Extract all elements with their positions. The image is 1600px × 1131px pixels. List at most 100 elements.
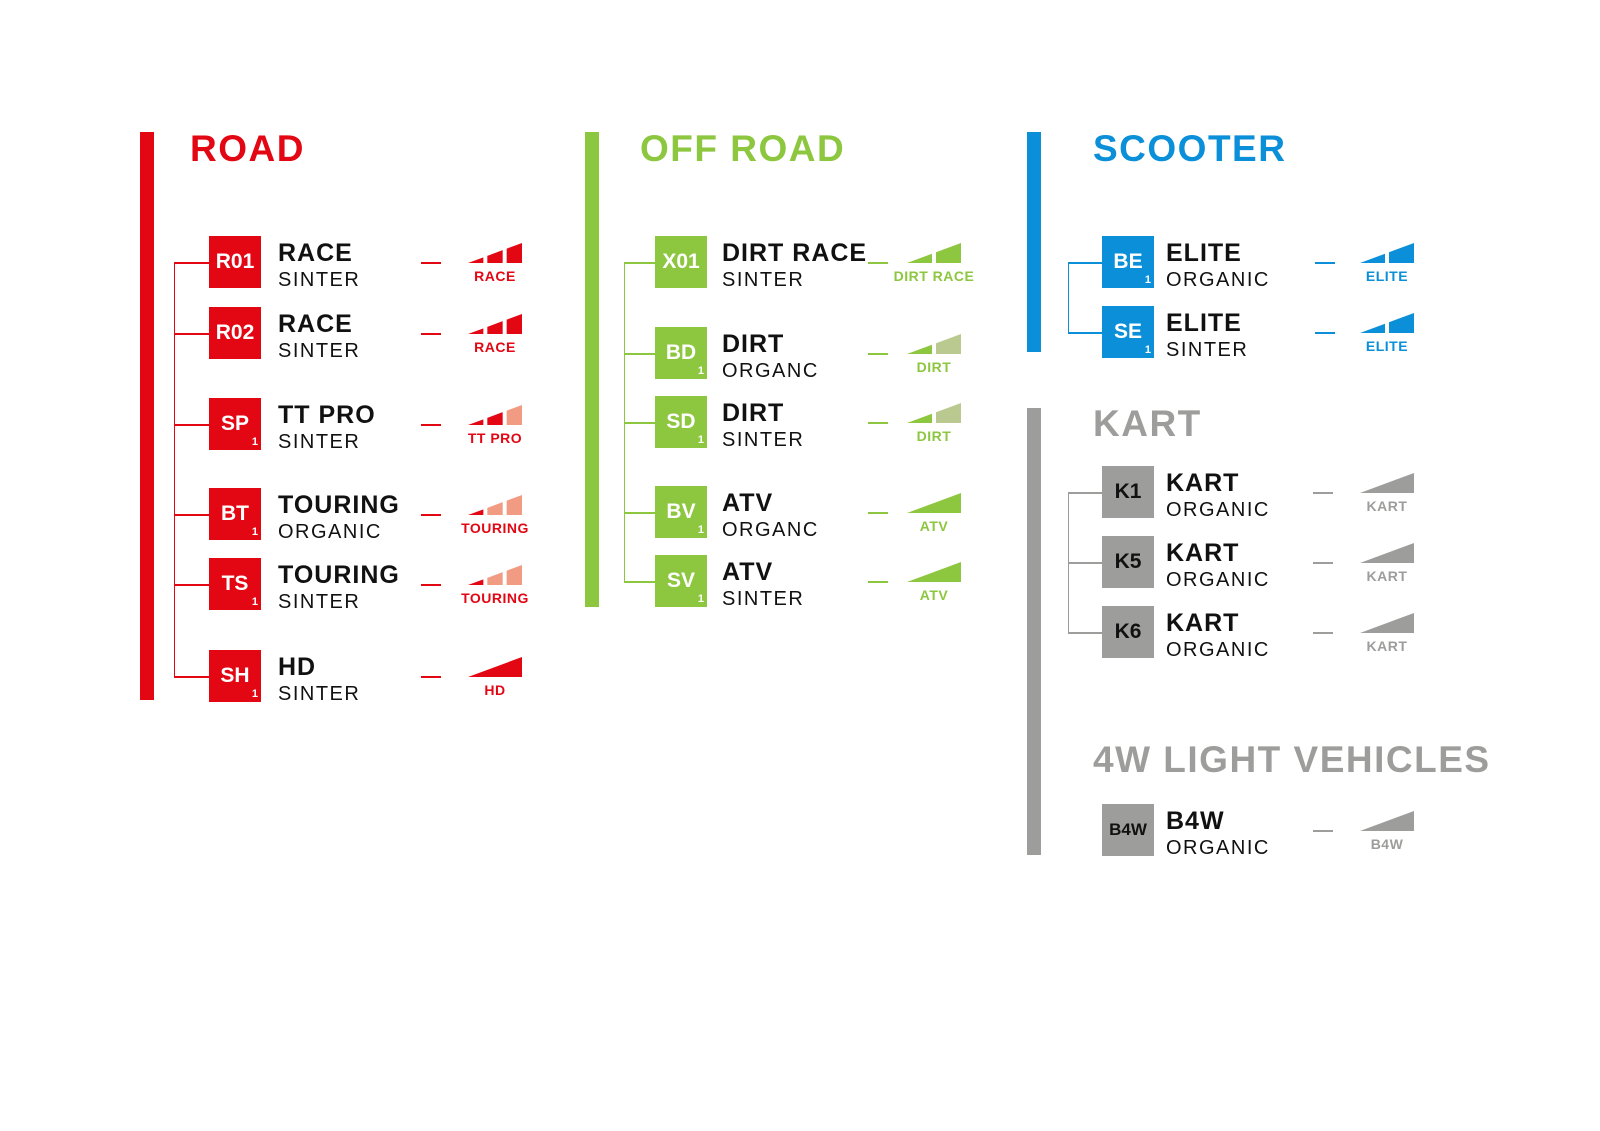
gauge-label: ATV xyxy=(919,587,949,603)
gauge-segment-full xyxy=(907,344,932,354)
performance-gauge-icon xyxy=(907,243,961,263)
product-code: SH xyxy=(220,664,250,687)
gauge-segment-full xyxy=(468,579,484,585)
gauge-label: DIRT xyxy=(916,428,952,444)
connector-dash xyxy=(1313,492,1333,494)
tree-branch xyxy=(1068,562,1102,564)
tree-branch xyxy=(624,512,655,514)
product-code: SP xyxy=(220,412,249,435)
product-code: X01 xyxy=(662,250,700,273)
connector-dash xyxy=(1313,632,1333,634)
product-code: BD xyxy=(665,341,697,364)
product-name: DIRT xyxy=(722,330,785,358)
section-title: SCOOTER xyxy=(1093,128,1287,169)
product-name: KART xyxy=(1166,539,1240,567)
performance-gauge-icon xyxy=(468,314,522,334)
product-name: TOURING xyxy=(278,561,400,589)
product-name: ATV xyxy=(722,558,774,586)
product-code-badge: R02 xyxy=(209,307,261,359)
product-material: SINTER xyxy=(278,431,361,453)
product-name: TOURING xyxy=(278,491,400,519)
gauge-segment-full xyxy=(907,413,932,423)
product-name: ATV xyxy=(722,489,774,517)
section-color-bar xyxy=(585,132,599,607)
gauge-label: DIRT xyxy=(916,359,952,375)
connector-dash xyxy=(421,676,441,678)
gauge-label: RACE xyxy=(474,268,516,284)
gauge-label: DIRT RACE xyxy=(893,268,975,284)
performance-gauge-icon xyxy=(468,565,522,585)
tree-branch xyxy=(1068,332,1102,334)
section-title: KART xyxy=(1093,403,1202,444)
gauge-label: TT PRO xyxy=(467,430,523,446)
gauge-label: KART xyxy=(1366,498,1408,514)
product-material: ORGANIC xyxy=(1166,639,1270,661)
section-color-bar xyxy=(1027,132,1041,352)
product-code-badge: B4W xyxy=(1102,804,1154,856)
performance-gauge-icon xyxy=(907,562,961,582)
product-code-badge: K5 xyxy=(1102,536,1154,588)
performance-gauge-icon xyxy=(1360,543,1414,563)
gauge-label: TOURING xyxy=(461,590,529,606)
tree-branch xyxy=(1068,492,1102,494)
gauge-segment-full xyxy=(468,419,484,425)
gauge-label: ELITE xyxy=(1365,338,1409,354)
product-code: R01 xyxy=(215,250,255,273)
connector-dash xyxy=(421,514,441,516)
product-code-badge: SH 1 xyxy=(209,650,261,702)
product-code-badge: SD 1 xyxy=(655,396,707,448)
gauge-segment-full xyxy=(907,562,961,582)
product-name: RACE xyxy=(278,310,353,338)
product-material: SINTER xyxy=(1166,339,1249,361)
gauge-segment-full xyxy=(468,328,484,334)
gauge-label: ATV xyxy=(919,518,949,534)
gauge-label: B4W xyxy=(1370,836,1404,852)
product-code: K6 xyxy=(1114,620,1142,643)
product-code: B4W xyxy=(1109,820,1147,839)
connector-dash xyxy=(868,581,888,583)
connector-dash xyxy=(1315,262,1335,264)
connector-dash xyxy=(868,262,888,264)
product-code-badge: R01 xyxy=(209,236,261,288)
product-code: SE xyxy=(1113,320,1142,343)
product-material: SINTER xyxy=(278,340,361,362)
gauge-segment-full xyxy=(506,243,522,263)
product-name: DIRT RACE xyxy=(722,239,868,267)
tree-branch xyxy=(174,262,209,264)
product-name: ELITE xyxy=(1166,239,1242,267)
product-material: ORGANIC xyxy=(1166,499,1270,521)
gauge-segment-light xyxy=(936,403,961,423)
performance-gauge-icon xyxy=(1360,811,1414,831)
product-code-index: 1 xyxy=(1144,344,1151,356)
gauge-segment-light xyxy=(506,565,522,585)
performance-gauge-icon xyxy=(468,495,522,515)
product-code: R02 xyxy=(215,321,255,344)
connector-dash xyxy=(868,353,888,355)
product-name: KART xyxy=(1166,609,1240,637)
gauge-label: ELITE xyxy=(1365,268,1409,284)
gauge-segment-full xyxy=(1389,313,1414,333)
connector-dash xyxy=(421,262,441,264)
section-title: ROAD xyxy=(190,128,305,169)
product-code: BE xyxy=(1113,250,1143,273)
tree-branch xyxy=(1068,632,1102,634)
performance-gauge-icon xyxy=(907,403,961,423)
product-name: HD xyxy=(278,653,317,681)
product-code-index: 1 xyxy=(1144,274,1151,286)
product-material: SINTER xyxy=(278,591,361,613)
product-material: SINTER xyxy=(722,588,805,610)
product-name: TT PRO xyxy=(278,401,376,429)
product-code-index: 1 xyxy=(251,596,258,608)
product-code: TS xyxy=(221,572,249,595)
product-name: KART xyxy=(1166,469,1240,497)
product-name: ELITE xyxy=(1166,309,1242,337)
gauge-segment-full xyxy=(487,250,503,263)
product-code-badge: BE 1 xyxy=(1102,236,1154,288)
gauge-segment-full xyxy=(1389,243,1414,263)
gauge-segment-full xyxy=(1360,253,1385,263)
tree-connector xyxy=(174,262,175,676)
product-code: K1 xyxy=(1114,480,1142,503)
connector-dash xyxy=(421,333,441,335)
performance-gauge-icon xyxy=(1360,313,1414,333)
product-code-index: 1 xyxy=(251,526,258,538)
